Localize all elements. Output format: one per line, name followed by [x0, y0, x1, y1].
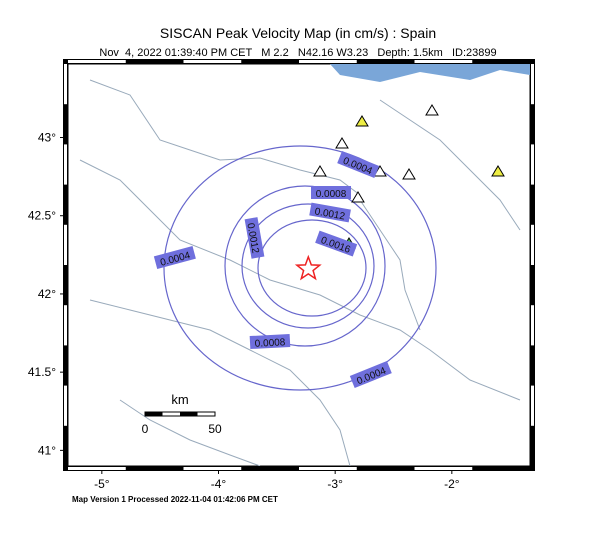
river — [89, 79, 361, 196]
station — [313, 165, 327, 177]
station — [402, 168, 416, 180]
contour-label-box — [349, 361, 392, 389]
frame-bar-light — [414, 60, 473, 63]
map-area — [67, 63, 531, 467]
station — [355, 115, 369, 127]
sea — [330, 64, 530, 82]
scale-start: 0 — [142, 422, 149, 436]
subtitle: Nov 4, 2022 01:39:40 PM CET M 2.2 N42.16… — [99, 47, 496, 59]
frame-bar-light — [531, 64, 534, 105]
lon-label: -2° — [444, 477, 460, 491]
scale-bar: km 0 50 — [142, 392, 222, 436]
frame-bar-light — [531, 224, 534, 265]
epicenter — [294, 254, 322, 281]
contour-label: 0.0012 — [309, 202, 351, 223]
contour-label: 0.0012 — [244, 217, 265, 259]
scale-end: 50 — [208, 422, 222, 436]
contour-label-box — [309, 202, 351, 223]
contour-label-text: 0.0012 — [314, 206, 346, 222]
contour — [241, 203, 375, 329]
river — [359, 199, 421, 331]
river — [379, 99, 521, 231]
station — [491, 165, 505, 177]
lat-label: 42° — [38, 287, 56, 301]
contour-label-box — [153, 246, 196, 269]
lon-label: -4° — [211, 477, 227, 491]
river — [119, 399, 261, 467]
lat-label: 42.5° — [28, 209, 56, 223]
frame-bar-light — [299, 467, 357, 470]
frame-bar-light — [64, 305, 67, 346]
frame-bar-light — [414, 467, 473, 470]
title: SISCAN Peak Velocity Map (in cm/s) : Spa… — [160, 25, 436, 41]
frame-bar-light — [68, 60, 126, 63]
frame-bar-light — [531, 385, 534, 426]
frame-bar-light — [64, 144, 67, 185]
frame-bar-light — [64, 224, 67, 265]
scale-unit: km — [171, 392, 188, 407]
lat-label: 41° — [38, 443, 56, 457]
frame-bar-light — [531, 144, 534, 185]
lat-label: 41.5° — [28, 365, 56, 379]
contour-label: 0.0008 — [311, 186, 351, 200]
contour-label-box — [311, 186, 351, 199]
station — [425, 104, 439, 116]
contour-label-box — [244, 217, 265, 259]
contour-label-text: 0.0012 — [244, 222, 260, 254]
scale-rect — [145, 412, 163, 416]
river — [89, 299, 351, 467]
contour — [163, 145, 437, 391]
lon-label: -5° — [94, 477, 110, 491]
lon-label: -3° — [327, 477, 343, 491]
scale-rect — [180, 412, 198, 416]
contour-label-box — [337, 151, 380, 179]
contour-label-box — [315, 230, 358, 257]
station — [351, 191, 365, 203]
river — [79, 159, 521, 401]
frame-bar-light — [64, 385, 67, 426]
frame-bar-light — [183, 467, 242, 470]
contour-label-box — [249, 333, 291, 350]
frame-bar-light — [299, 60, 357, 63]
footer: Map Version 1 Processed 2022-11-04 01:42… — [72, 495, 278, 504]
frame-bar-light — [68, 467, 126, 470]
frame-bar-light — [64, 64, 67, 105]
contour-label-text: 0.0008 — [255, 337, 287, 350]
contour — [224, 185, 386, 347]
lat-label: 43° — [38, 131, 56, 145]
station — [335, 137, 349, 149]
frame-bar-light — [183, 60, 242, 63]
contour-label: 0.0008 — [249, 333, 291, 350]
contour-label-text: 0.0008 — [316, 189, 347, 200]
contour — [257, 219, 367, 317]
frame-bar-light — [531, 305, 534, 346]
